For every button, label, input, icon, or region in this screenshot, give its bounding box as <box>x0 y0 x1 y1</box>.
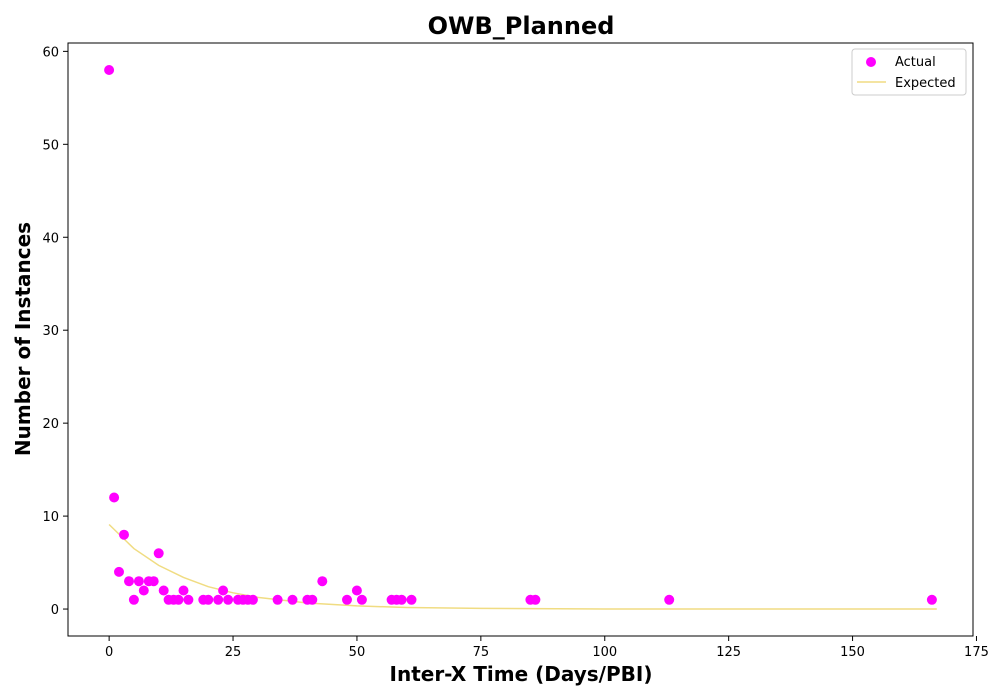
x-tick-label: 50 <box>349 645 366 660</box>
legend-box <box>851 48 967 96</box>
actual-point <box>114 566 124 577</box>
actual-point <box>124 576 134 587</box>
y-tick-label: 60 <box>42 45 59 60</box>
actual-point <box>153 548 164 559</box>
actual-point <box>148 576 159 587</box>
actual-point <box>158 585 169 596</box>
actual-point <box>926 594 937 605</box>
actual-point <box>119 529 129 540</box>
actual-point <box>287 594 298 605</box>
actual-point <box>530 594 541 605</box>
legend-label-actual: Actual <box>895 55 936 70</box>
actual-point <box>203 594 214 605</box>
series-layer <box>104 65 937 610</box>
y-axis-label: Number of Instances <box>11 222 35 456</box>
y-tick-label: 40 <box>42 231 59 246</box>
actual-point <box>351 585 362 596</box>
y-tick-label: 0 <box>51 603 59 618</box>
legend: Actual Expected <box>851 48 967 96</box>
actual-point <box>173 594 184 605</box>
x-axis-label: Inter-X Time (Days/PBI) <box>390 662 653 686</box>
x-tick-label: 25 <box>225 645 242 660</box>
y-tick-label: 10 <box>42 510 59 525</box>
expected-line <box>108 523 937 610</box>
x-tick-label: 100 <box>592 645 617 660</box>
actual-point <box>342 594 352 605</box>
y-tick-label: 50 <box>42 138 59 153</box>
y-tick-label: 20 <box>42 417 59 432</box>
x-axis: 0 25 50 75 100 125 150 175 <box>105 636 989 660</box>
x-tick-label: 125 <box>716 645 741 660</box>
plot-frame <box>67 42 974 637</box>
y-axis: 0 10 20 30 40 50 60 <box>42 45 68 618</box>
actual-point <box>218 585 229 596</box>
actual-point <box>223 594 234 605</box>
actual-point <box>317 576 328 587</box>
x-tick-label: 75 <box>473 645 490 660</box>
actual-point <box>247 594 258 605</box>
actual-point <box>356 594 367 605</box>
actual-point <box>307 594 318 605</box>
actual-point <box>178 585 189 596</box>
actual-point <box>138 585 149 596</box>
chart-title: OWB_Planned <box>428 12 615 40</box>
actual-point <box>396 594 407 605</box>
x-tick-label: 175 <box>964 645 989 660</box>
actual-point <box>664 594 675 605</box>
legend-label-expected: Expected <box>895 76 956 91</box>
legend-marker-actual <box>866 57 876 67</box>
actual-point <box>109 492 120 503</box>
x-tick-label: 0 <box>105 645 113 660</box>
plot-area: 0 25 50 75 100 125 150 175 0 10 20 30 40 50 60 <box>42 42 989 660</box>
actual-point <box>272 594 283 605</box>
actual-point <box>133 576 144 587</box>
x-tick-label: 150 <box>840 645 865 660</box>
actual-point <box>213 594 224 605</box>
y-tick-label: 30 <box>42 324 59 339</box>
actual-point <box>406 594 417 605</box>
actual-point <box>104 65 115 75</box>
actual-point <box>128 594 139 605</box>
actual-point <box>183 594 194 605</box>
